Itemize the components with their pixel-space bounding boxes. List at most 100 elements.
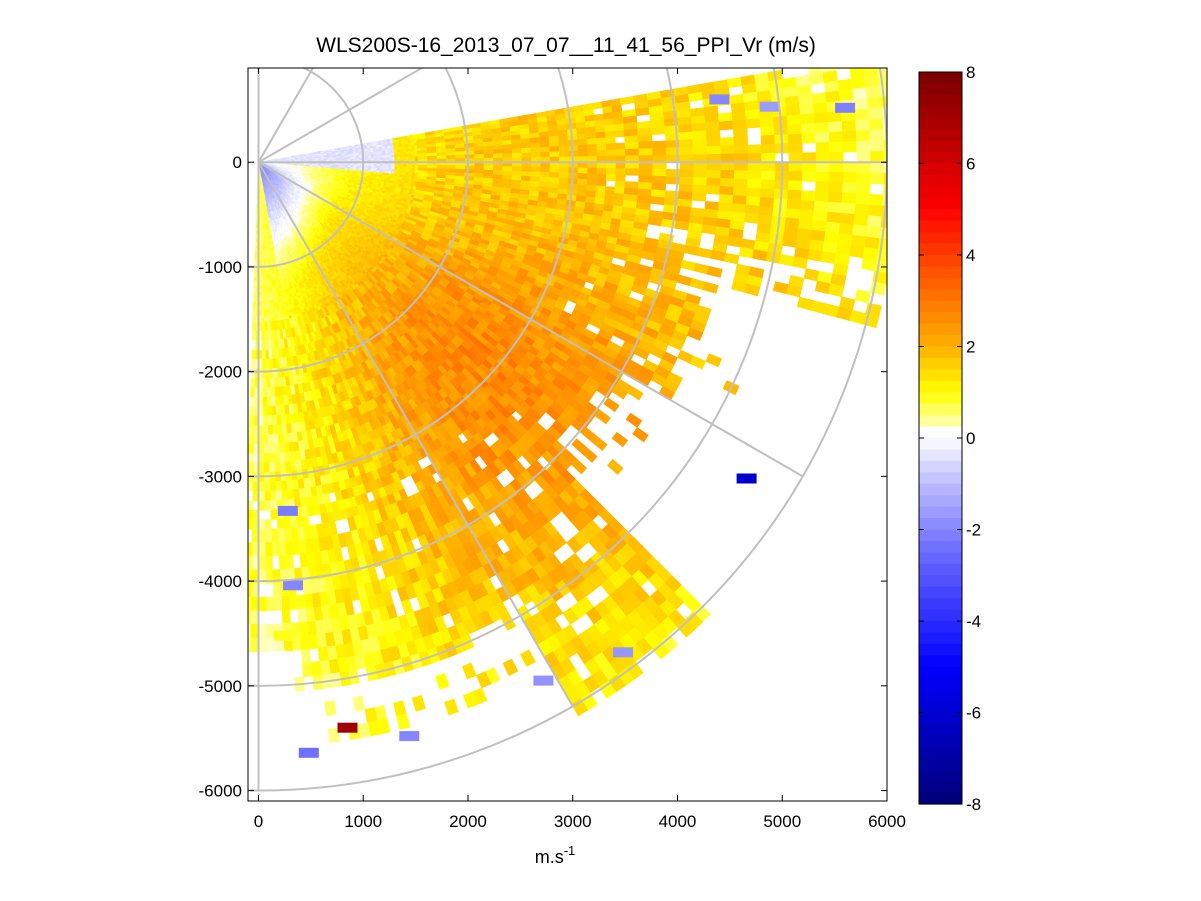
velocity-cell: [493, 165, 504, 172]
velocity-cell: [647, 216, 663, 227]
velocity-cell: [788, 142, 803, 154]
velocity-cell: [869, 129, 885, 142]
velocity-cell: [637, 181, 653, 191]
velocity-cell: [540, 166, 551, 173]
velocity-cell: [803, 268, 820, 282]
velocity-cell: [558, 140, 569, 147]
velocity-cell: [492, 144, 503, 151]
velocity-cell: [530, 152, 541, 158]
velocity-cell: [691, 122, 707, 133]
velocity-cell: [614, 186, 625, 195]
velocity-cell: [650, 126, 666, 136]
velocity-cell: [865, 85, 882, 99]
velocity-cell: [835, 68, 851, 72]
velocity-cell: [815, 141, 831, 153]
velocity-cell: [758, 205, 774, 217]
velocity-cell: [801, 171, 817, 183]
velocity-cell: [787, 133, 803, 145]
velocity-cell: [614, 180, 626, 189]
velocity-cell: [403, 164, 407, 168]
velocity-cell: [759, 116, 775, 128]
velocity-cell: [852, 224, 868, 238]
velocity-cell: [705, 185, 721, 195]
velocity-cell: [807, 249, 824, 262]
velocity-cell: [823, 80, 840, 93]
velocity-cell: [596, 137, 607, 145]
velocity-cell: [828, 121, 843, 133]
velocity-cell: [704, 113, 720, 124]
velocity-cell: [624, 135, 639, 144]
velocity-cell: [678, 183, 694, 193]
velocity-cell: [650, 196, 666, 206]
velocity-cell: [732, 195, 748, 206]
velocity-cell: [606, 149, 617, 157]
velocity-cell: [782, 235, 798, 248]
velocity-cell: [842, 130, 858, 143]
velocity-cell: [717, 112, 734, 123]
velocity-cell: [591, 101, 603, 110]
velocity-cell: [861, 54, 876, 67]
velocity-cell: [559, 151, 570, 158]
velocity-cells: [248, 54, 887, 758]
velocity-cell: [605, 174, 617, 182]
velocity-cell: [820, 251, 837, 265]
velocity-cell: [586, 179, 598, 187]
velocity-cell: [733, 178, 749, 189]
velocity-cell: [720, 169, 735, 180]
velocity-cell: [852, 87, 868, 101]
velocity-cell: [693, 146, 708, 156]
velocity-cell: [679, 154, 694, 163]
velocity-cell: [720, 161, 735, 171]
velocity-cell: [730, 102, 746, 113]
velocity-cell: [745, 118, 761, 129]
velocity-cell: [726, 236, 743, 248]
velocity-cell: [577, 150, 589, 158]
velocity-cell: [619, 95, 635, 106]
velocity-cell: [706, 145, 722, 155]
velocity-cell: [455, 154, 466, 160]
velocity-cell: [678, 123, 693, 134]
velocity-cell: [679, 169, 694, 178]
velocity-cell: [679, 139, 694, 148]
velocity-cell: [837, 78, 853, 92]
velocity-cell: [785, 105, 801, 117]
velocity-cell: [521, 152, 532, 158]
velocity-cell: [811, 92, 828, 105]
velocity-cell: [521, 166, 532, 173]
velocity-cell: [697, 247, 713, 259]
velocity-cell: [464, 154, 476, 159]
velocity-cell: [720, 153, 735, 163]
velocity-cell: [783, 86, 799, 98]
velocity-cell: [520, 142, 532, 149]
velocity-cell: [638, 155, 654, 163]
velocity-cell: [411, 167, 416, 171]
velocity-cell: [865, 225, 882, 239]
velocity-cell: [705, 129, 721, 140]
velocity-cell: [521, 147, 532, 154]
velocity-cell: [705, 353, 723, 368]
velocity-cell: [530, 142, 541, 149]
velocity-cell: [676, 274, 693, 287]
velocity-cell: [842, 172, 858, 184]
velocity-cell: [733, 144, 749, 155]
velocity-cell: [585, 126, 597, 134]
velocity-cell: [638, 175, 653, 184]
velocity-cell: [798, 93, 814, 106]
velocity-cell: [785, 208, 801, 220]
velocity-cell: [558, 145, 570, 153]
velocity-cell: [838, 223, 855, 236]
velocity-cell: [625, 155, 640, 163]
velocity-cell: [474, 154, 485, 159]
velocity-cell: [405, 156, 410, 161]
velocity-cell: [745, 204, 761, 216]
velocity-cell: [605, 143, 617, 151]
velocity-cell: [679, 176, 694, 186]
velocity-cell: [772, 281, 789, 295]
velocity-cell: [692, 177, 708, 187]
velocity-cell: [760, 188, 775, 199]
velocity-cell: [638, 148, 654, 156]
velocity-cell: [784, 95, 800, 108]
velocity-cell: [869, 172, 885, 185]
velocity-cell: [855, 182, 871, 195]
velocity-cell: [596, 167, 607, 175]
